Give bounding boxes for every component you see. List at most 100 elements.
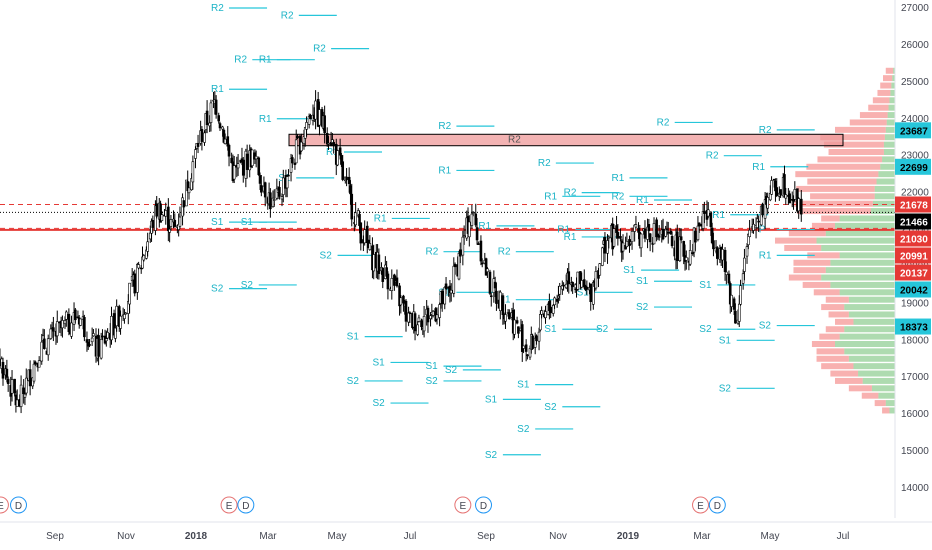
candle-body xyxy=(452,265,456,294)
candle-body xyxy=(461,236,465,256)
candle-body xyxy=(621,242,625,252)
candle-body xyxy=(359,222,363,244)
price-tick-label: 21000 xyxy=(901,225,929,236)
candle-body xyxy=(226,136,230,147)
candle-body xyxy=(678,236,682,261)
price-badges: 23687 22699 21678 21466 21030 20991 20137 20042… xyxy=(895,122,931,335)
candle-body xyxy=(218,123,222,129)
time-axis[interactable]: Sep Nov 2018 Mar May Jul Sep Nov 2019 Mar May Jul xyxy=(0,521,932,542)
candle-body xyxy=(325,133,329,145)
candle-body xyxy=(440,290,444,305)
profile-row-up xyxy=(848,311,895,318)
candle-body xyxy=(393,274,396,286)
time-tick-label: 2019 xyxy=(617,531,640,542)
candle-body xyxy=(562,284,565,287)
profile-row-up xyxy=(839,252,895,259)
candle-body xyxy=(420,320,423,328)
dividend-marker-label: D xyxy=(242,501,249,512)
resistance-zone[interactable]: R2 xyxy=(288,133,844,147)
candle-body xyxy=(377,254,381,274)
profile-row-down xyxy=(821,215,840,222)
candle-body xyxy=(381,267,385,282)
price-axis[interactable]: 1400015000160001700018000190002000021000… xyxy=(894,0,929,518)
dividend-marker-label: D xyxy=(15,501,22,512)
candle-body xyxy=(517,326,520,334)
candle-body xyxy=(182,200,186,208)
profile-row-down xyxy=(797,208,871,215)
candle-body xyxy=(37,360,41,368)
profile-row-up xyxy=(878,171,895,178)
candle-body xyxy=(250,149,254,166)
candle-body xyxy=(571,282,574,288)
price-tick-label: 23000 xyxy=(901,151,929,162)
horizontal-lines[interactable] xyxy=(0,204,895,231)
time-tick-label: Nov xyxy=(117,531,135,542)
pivot-label-r1: R1 xyxy=(211,84,224,95)
profile-row-down xyxy=(811,222,835,229)
candle-body xyxy=(524,344,528,352)
pivot-label-s2: S2 xyxy=(699,324,712,335)
candle-body xyxy=(79,318,82,326)
volume-profile xyxy=(775,67,895,414)
candle-body xyxy=(549,306,552,314)
profile-row-up xyxy=(883,141,895,148)
candle-body xyxy=(647,224,651,232)
pivot-label-s2: S2 xyxy=(445,365,458,376)
candle-body xyxy=(128,282,131,305)
price-tick-label: 25000 xyxy=(901,77,929,88)
profile-row-down xyxy=(810,193,875,200)
pivot-label-r1: R1 xyxy=(326,147,339,158)
price-badge xyxy=(895,264,931,281)
profile-row-up xyxy=(844,348,895,355)
profile-row-up xyxy=(848,296,895,303)
profile-row-up xyxy=(839,333,895,340)
profile-row-up xyxy=(853,363,895,370)
profile-row-down xyxy=(802,281,831,288)
candle-body xyxy=(19,384,23,407)
candle-body xyxy=(52,327,55,332)
candle-body xyxy=(480,262,484,265)
candle-body xyxy=(278,187,281,197)
candle-body xyxy=(13,378,16,394)
candle-body xyxy=(191,161,195,183)
profile-row-down xyxy=(830,370,859,377)
candle-body xyxy=(327,143,330,145)
candle-body xyxy=(164,210,168,217)
profile-row-up xyxy=(893,67,895,74)
price-badge xyxy=(895,230,931,247)
candle-body xyxy=(221,126,224,130)
price-badge-label: 23687 xyxy=(900,126,928,137)
candle-body xyxy=(743,257,746,272)
profile-row-down xyxy=(807,252,840,259)
pivot-label-s1: S1 xyxy=(347,332,360,343)
profile-row-down xyxy=(825,296,849,303)
candle-body xyxy=(332,142,335,147)
profile-row-up xyxy=(876,178,895,185)
candle-body xyxy=(682,241,686,257)
pivot-label-r1: R1 xyxy=(759,250,772,261)
candle-body xyxy=(489,295,493,298)
dividend-marker xyxy=(475,496,493,514)
candle-body xyxy=(675,231,679,262)
price-badge xyxy=(895,318,931,335)
candle-body xyxy=(457,253,461,280)
pivot-label-s1: S1 xyxy=(699,280,712,291)
pivot-levels: R2R2R2R2R1R1R1R1S1S1S1S2S2S2R2R1R2R1S1S1… xyxy=(211,3,815,461)
candle-body xyxy=(64,311,68,320)
pivot-label-r1: R1 xyxy=(557,225,570,236)
candle-body xyxy=(285,176,289,189)
candle-body xyxy=(32,363,36,382)
candle-body xyxy=(508,312,511,320)
price-tick-label: 17000 xyxy=(901,372,929,383)
candle-body xyxy=(444,283,448,290)
candle-body xyxy=(90,337,94,343)
candle-body xyxy=(151,220,155,228)
candle-body xyxy=(413,313,417,332)
candle-body xyxy=(712,240,715,250)
profile-row-up xyxy=(839,289,895,296)
candle-body xyxy=(354,212,357,226)
candle-body xyxy=(214,99,218,115)
candle-body xyxy=(386,273,390,290)
